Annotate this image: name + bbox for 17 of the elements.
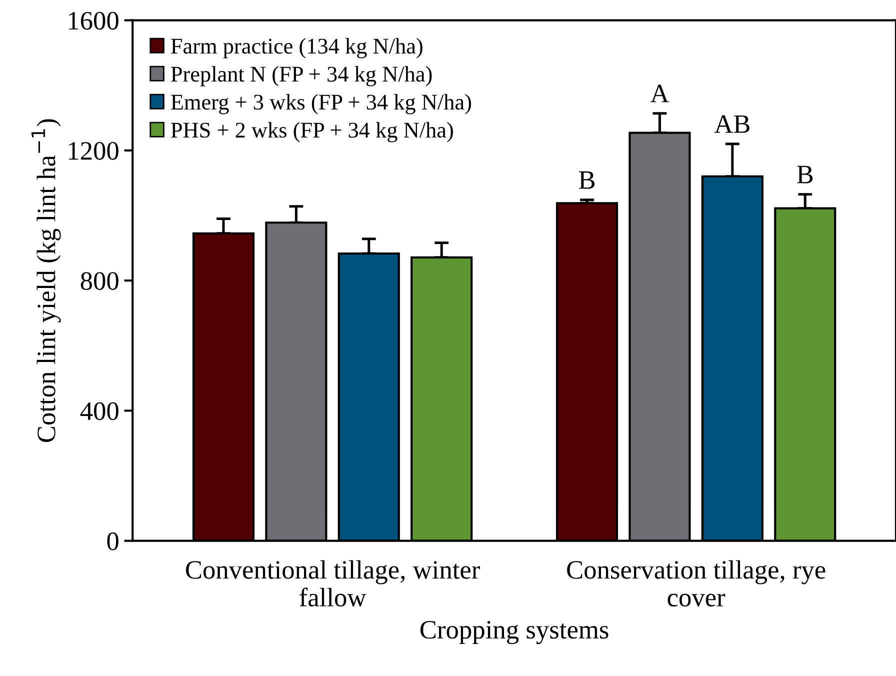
x-axis-title: Cropping systems [420,620,608,644]
y-tick-label: 400 [80,402,118,420]
y-tick-label: 1600 [68,12,118,30]
legend-label: PHS + 2 wks (FP + 34 kg N/ha) [171,122,453,142]
legend-label: Farm practice (134 kg N/ha) [171,38,422,58]
y-tick-label: 1200 [68,142,118,160]
x-tick-label: Conservation tillage, rye cover [567,560,826,606]
legend-label: Emerg + 3 wks (FP + 34 kg N/ha) [171,94,472,114]
annotation: B [797,166,813,184]
annotation: AB [714,115,750,133]
annotation: A [650,84,670,102]
x-tick-label: Conventional tillage, winter fallow [186,560,480,606]
legend-label: Preplant N (FP + 34 kg N/ha) [171,66,432,86]
y-tick-label: 0 [107,532,118,550]
y-tick-label: 800 [80,272,118,290]
annotation: B [578,171,595,189]
y-axis-title: Cotton lint yield (kg lint ha$^{−1}$) [32,119,61,442]
